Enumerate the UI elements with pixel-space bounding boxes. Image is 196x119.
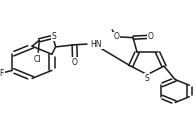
Text: S: S xyxy=(52,32,56,41)
Text: Cl: Cl xyxy=(34,55,41,64)
Text: O: O xyxy=(72,57,78,67)
Text: S: S xyxy=(145,74,150,83)
Text: HN: HN xyxy=(90,40,102,49)
Text: O: O xyxy=(114,32,120,41)
Text: F: F xyxy=(0,69,4,78)
Text: O: O xyxy=(148,32,154,41)
